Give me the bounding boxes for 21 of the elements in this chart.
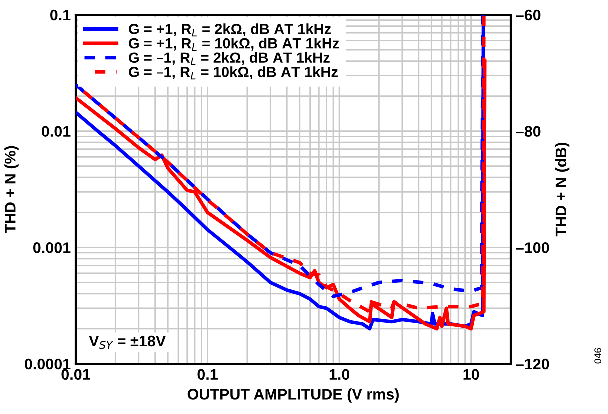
- x-tick-label: 0.1: [198, 369, 218, 380]
- y-tick-label: 0.0001: [25, 358, 71, 370]
- annotation: V$_{SY}$ = ±18V: [89, 336, 166, 350]
- legend-label: G = +1, R$_{L}$ = 2kΩ, dB AT 1kHz: [129, 24, 332, 37]
- x-tick-label: 1.0: [330, 369, 350, 380]
- y-tick-label: 0.001: [34, 242, 71, 254]
- y2-axis-title: THD + N (dB): [555, 142, 570, 237]
- y-axis-title: THD + N (%): [4, 146, 19, 234]
- y2-tick-label: –80: [516, 126, 541, 138]
- y-tick-label: 0.1: [50, 10, 71, 21]
- x-tick-label: 0.01: [62, 369, 90, 380]
- y2-tick-label: –100: [516, 242, 550, 254]
- y-tick-label: 0.01: [42, 126, 71, 138]
- x-axis-title: OUTPUT AMPLITUDE (V rms): [188, 388, 399, 403]
- legend-label: G = –1, R$_{L}$ = 10kΩ, dB AT 1kHz: [129, 66, 338, 80]
- x-tick-label: 10: [464, 369, 480, 380]
- y2-tick-label: –60: [516, 10, 541, 21]
- text: 046: [594, 348, 602, 364]
- legend-label: G = +1, R$_{L}$ = 10kΩ, dB AT 1kHz: [129, 38, 340, 51]
- legend-label: G = –1, R$_{L}$ = 2kΩ, dB AT 1kHz: [129, 52, 330, 66]
- y2-tick-label: –120: [516, 358, 550, 370]
